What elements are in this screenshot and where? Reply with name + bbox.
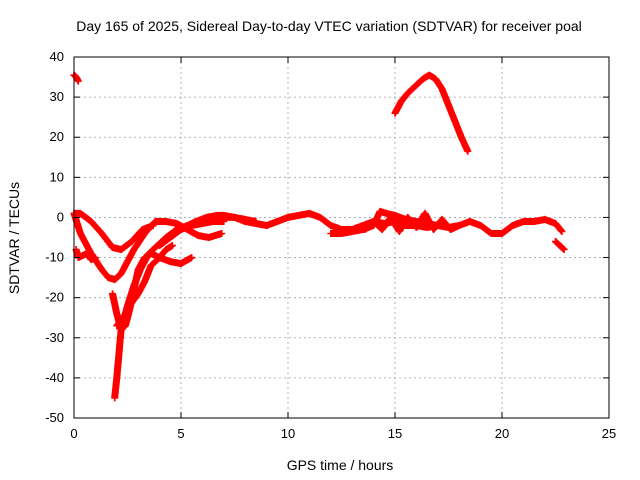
x-tick-label: 20 [495, 426, 509, 441]
y-tick-label: -20 [45, 290, 64, 305]
x-tick-label: 0 [70, 426, 77, 441]
series-track-c [72, 246, 99, 264]
chart-title: Day 165 of 2025, Sidereal Day-to-day VTE… [76, 18, 582, 34]
data-point-markers [361, 209, 463, 235]
x-tick-label: 10 [281, 426, 295, 441]
series-track-j [361, 209, 463, 235]
y-tick-label: 30 [50, 89, 64, 104]
y-tick-label: -50 [45, 410, 64, 425]
y-tick-label: 40 [50, 49, 64, 64]
x-axis-label: GPS time / hours [287, 457, 394, 473]
data-point-markers [156, 218, 228, 249]
grid [74, 57, 609, 418]
series-track-g [156, 218, 228, 249]
data-point-markers [552, 238, 568, 253]
plot-frame [73, 56, 610, 419]
series-track-k [552, 238, 568, 253]
x-tick-label: 25 [602, 426, 616, 441]
data-layer [70, 71, 568, 402]
data-point-markers [113, 242, 176, 330]
data-point-markers [72, 246, 99, 264]
y-tick-label: -30 [45, 330, 64, 345]
series-late-arc [391, 71, 472, 155]
series-track-f [113, 242, 176, 330]
y-tick-label: -40 [45, 370, 64, 385]
y-axis-label: SDTVAR / TECUs [6, 182, 22, 294]
y-tick-label: -10 [45, 250, 64, 265]
data-point-markers [391, 71, 472, 155]
x-tick-label: 15 [388, 426, 402, 441]
y-tick-label: 10 [50, 169, 64, 184]
x-tick-label: 5 [177, 426, 184, 441]
y-tick-label: 20 [50, 129, 64, 144]
ticks: 0 5 10 15 20 25 -50 -40 -30 -20 -10 0 10 20 30 40 [45, 49, 616, 441]
y-tick-label: 0 [57, 209, 64, 224]
